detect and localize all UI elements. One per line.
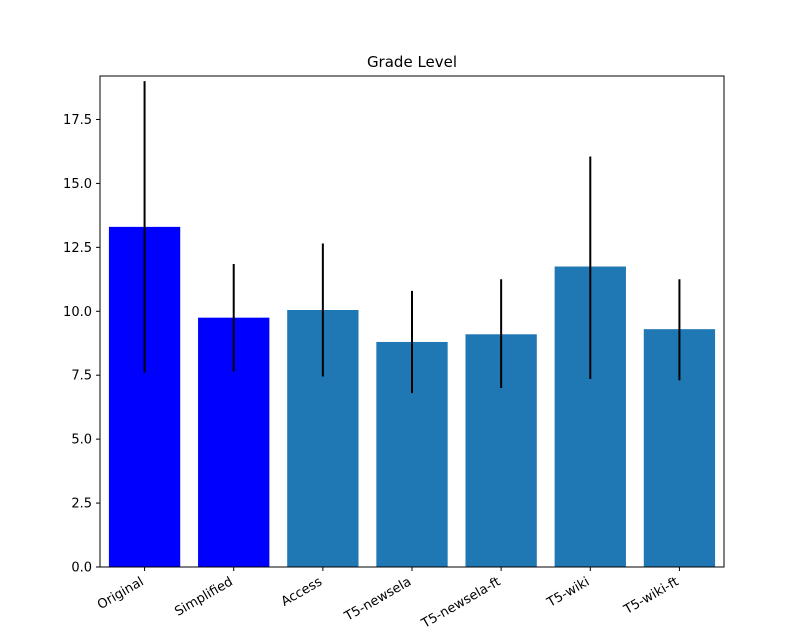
chart-title: Grade Level (367, 53, 457, 71)
y-tick-label: 10.0 (63, 305, 92, 320)
y-tick-label: 0.0 (71, 561, 92, 576)
error-bars-layer (143, 81, 681, 394)
y-tick-label: 5.0 (71, 433, 92, 448)
y-tick-label: 2.5 (71, 497, 92, 512)
y-tick-label: 17.5 (63, 113, 92, 128)
y-axis: 0.0 2.5 5.0 7.5 10.0 12.5 15.0 17.5 (63, 113, 100, 576)
y-tick-label: 15.0 (63, 177, 92, 192)
y-tick-label: 7.5 (71, 369, 92, 384)
y-tick-label: 12.5 (63, 241, 92, 256)
